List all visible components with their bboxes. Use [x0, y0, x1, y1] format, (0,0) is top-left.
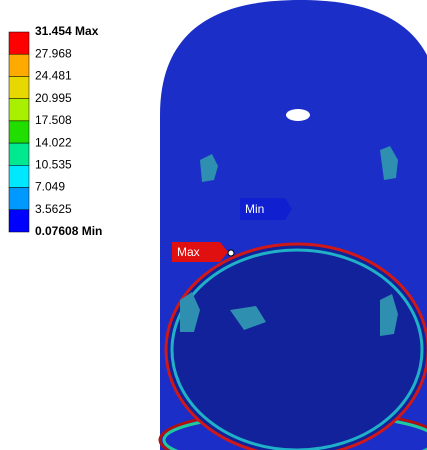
legend: 31.454 Max 27.968 24.481 20.995 17.508 14.022… [9, 24, 102, 238]
viewport: Min Max 31.454 Max 27.968 24.481 20.995 17.5… [0, 0, 427, 450]
legend-swatch [9, 121, 29, 143]
legend-swatch [9, 143, 29, 165]
legend-label: 10.535 [35, 158, 72, 172]
legend-label: 14.022 [35, 135, 72, 149]
legend-label: 7.049 [35, 180, 65, 194]
legend-label: 20.995 [35, 91, 72, 105]
legend-label: 3.5625 [35, 202, 72, 216]
legend-label: 0.07608 Min [35, 224, 102, 238]
legend-label: 31.454 Max [35, 24, 99, 38]
legend-label: 24.481 [35, 69, 72, 83]
model [160, 0, 427, 450]
legend-label: 17.508 [35, 113, 72, 127]
legend-swatch [9, 99, 29, 121]
legend-swatch [9, 188, 29, 210]
legend-swatch [9, 76, 29, 98]
max-point [228, 250, 234, 256]
legend-swatch [9, 54, 29, 76]
legend-swatch [9, 210, 29, 232]
legend-swatch [9, 32, 29, 54]
min-label: Min [245, 202, 264, 216]
legend-swatch [9, 165, 29, 187]
page: Min Max 31.454 Max 27.968 24.481 20.995 17.5… [0, 0, 427, 450]
legend-label: 27.968 [35, 46, 72, 60]
max-label: Max [177, 245, 200, 259]
hole [286, 109, 310, 121]
